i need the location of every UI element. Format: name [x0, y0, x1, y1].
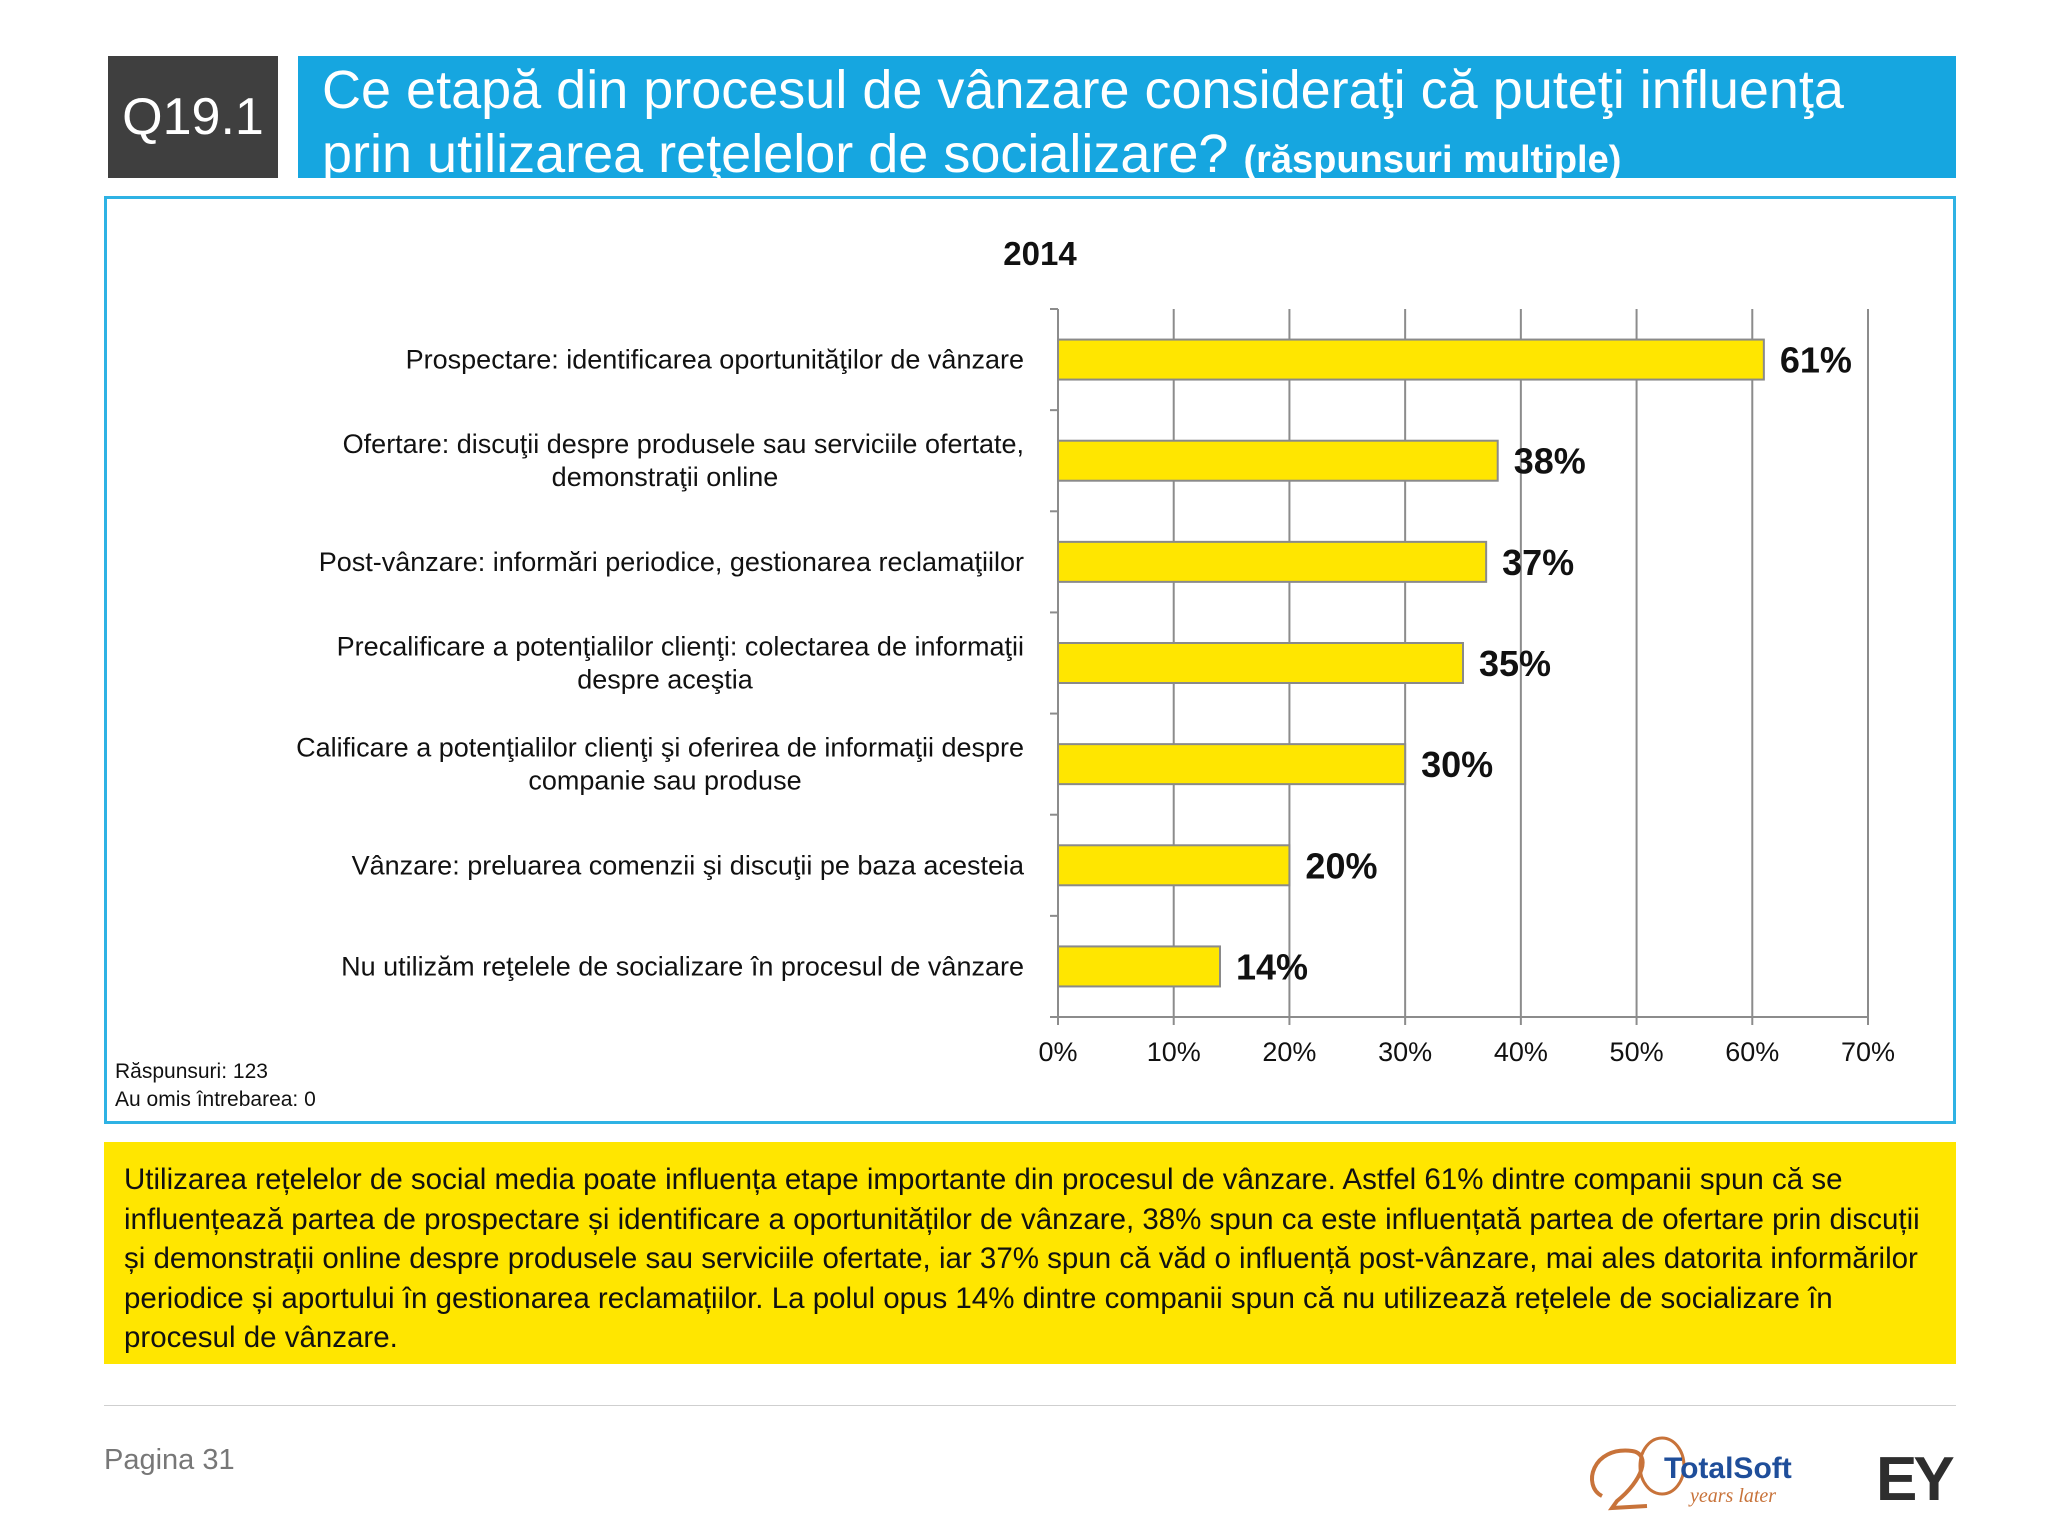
x-tick-label: 70%: [1841, 1037, 1895, 1067]
category-label: Calificare a potenţialilor clienţi şi of…: [296, 733, 1024, 763]
x-tick-label: 20%: [1262, 1037, 1316, 1067]
bar: [1057, 540, 1488, 583]
x-tick-label: 50%: [1610, 1037, 1664, 1067]
page-title-line2: prin utilizarea reţelelor de socializare…: [322, 122, 1621, 192]
bar: [1057, 945, 1221, 988]
logo-swoosh-icon: [1590, 1448, 1648, 1511]
category-label: Vânzare: preluarea comenzii şi discuţii …: [352, 850, 1025, 880]
data-label: 35%: [1479, 643, 1551, 684]
totalsoft-logo-tagline: years later: [1688, 1485, 1776, 1507]
page-title-line1: Ce etapă din procesul de vânzare conside…: [322, 60, 1844, 120]
x-tick-label: 30%: [1378, 1037, 1432, 1067]
data-label: 61%: [1780, 340, 1852, 381]
summary-box: Utilizarea rețelelor de social media poa…: [104, 1142, 1956, 1364]
page-title-line2-text: prin utilizarea reţelelor de socializare…: [322, 124, 1229, 184]
page-title-subtitle: (răspunsuri multiple): [1243, 139, 1622, 181]
page-number: Pagina 31: [104, 1444, 235, 1476]
data-label: 20%: [1305, 845, 1377, 886]
title-bar: Ce etapă din procesul de vânzare conside…: [298, 56, 1956, 184]
bar: [1057, 844, 1291, 887]
category-label: Precalificare a potenţialilor clienţi: c…: [337, 632, 1024, 662]
bar: [1057, 743, 1407, 786]
category-label: Ofertare: discuţii despre produsele sau …: [343, 429, 1024, 459]
data-label: 37%: [1502, 542, 1574, 583]
x-tick-label: 60%: [1725, 1037, 1779, 1067]
x-tick-label: 0%: [1038, 1037, 1077, 1067]
footer-divider: [104, 1405, 1956, 1406]
responses-note: Răspunsuri: 123: [115, 1060, 268, 1083]
x-tick-label: 10%: [1147, 1037, 1201, 1067]
category-label: Prospectare: identificarea oportunităţil…: [406, 345, 1024, 375]
data-label: 14%: [1236, 946, 1308, 987]
x-tick-label: 40%: [1494, 1037, 1548, 1067]
category-label: Post-vânzare: informări periodice, gesti…: [319, 547, 1024, 577]
totalsoft-logo-text: TotalSoft: [1664, 1452, 1792, 1485]
logo-circle-icon: [1638, 1436, 1686, 1496]
category-label: demonstraţii online: [552, 462, 779, 492]
ey-logo: EY: [1876, 1445, 1955, 1514]
totalsoft-logo: TotalSoft years later: [1590, 1436, 1792, 1511]
chart-title: 2014: [1003, 235, 1077, 272]
category-label: Nu utilizăm reţelele de socializare în p…: [341, 951, 1024, 981]
data-label: 30%: [1421, 744, 1493, 785]
category-label: despre aceştia: [577, 665, 754, 695]
data-label: 38%: [1514, 441, 1586, 482]
category-label: companie sau produse: [528, 766, 801, 796]
skipped-note: Au omis întrebarea: 0: [115, 1088, 316, 1111]
bar: [1057, 642, 1464, 684]
question-code: Q19.1: [108, 56, 278, 178]
bar: [1057, 439, 1499, 482]
bar: [1057, 338, 1765, 381]
